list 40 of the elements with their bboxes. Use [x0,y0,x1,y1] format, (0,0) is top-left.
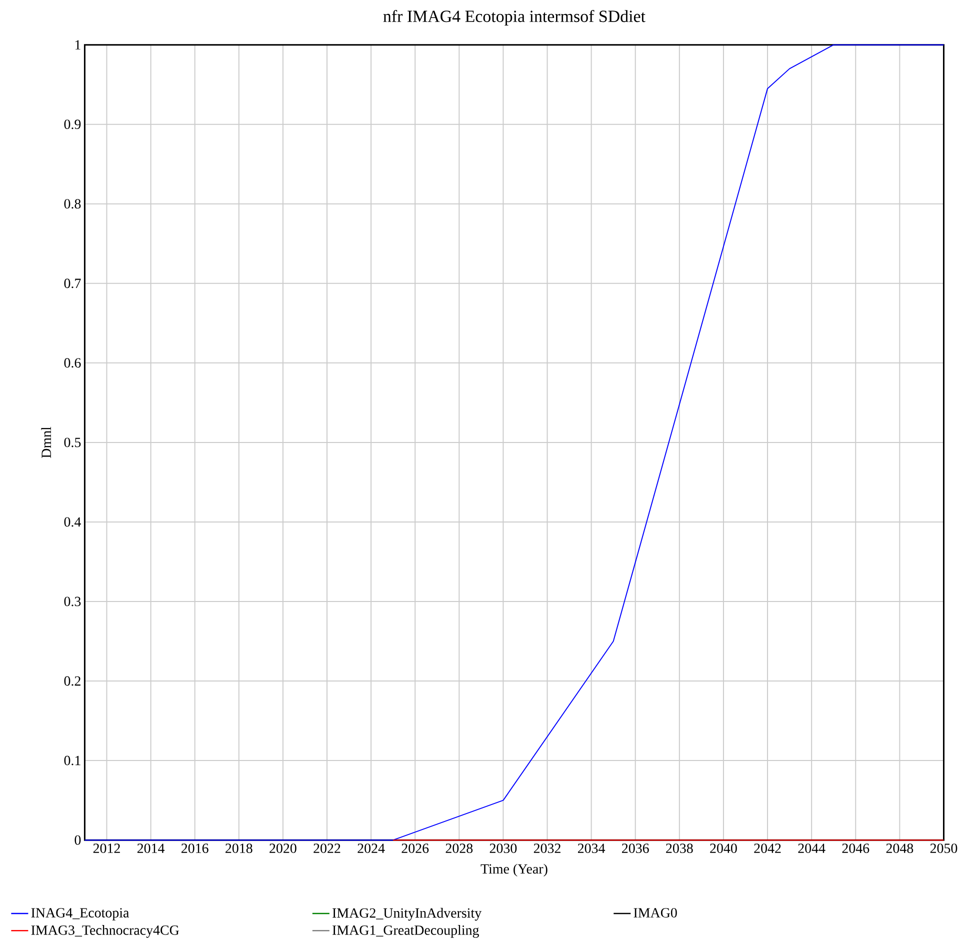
y-tick-label: 0.9 [64,120,81,130]
x-tick-label: 2024 [358,844,385,853]
legend-label: IMAG1_GreatDecoupling [332,924,479,938]
legend-label: IMAG2_UnityInAdversity [332,908,482,920]
y-tick-label: 0.5 [64,438,81,448]
x-tick-label: 2038 [666,844,693,853]
x-tick-label: 2020 [270,844,296,853]
x-tick-label: 2026 [402,844,429,853]
y-axis-title: Dmnl [41,426,51,458]
x-tick-label: 2042 [754,844,781,853]
x-tick-label: 2028 [446,844,473,853]
y-tick-label: 0.6 [64,358,81,368]
x-tick-label: 2044 [798,844,826,853]
x-axis-title: Time (Year) [480,864,548,876]
x-tick-label: 2048 [886,844,914,853]
chart-title: nfr IMAG4 Ecotopia intermsof SDdiet [383,10,646,26]
x-tick-label: 2030 [490,844,517,853]
y-tick-label: 0.7 [64,278,81,288]
x-tick-label: 2018 [226,844,252,853]
y-tick-label: 0.3 [64,596,81,606]
legend-label: INAG4_Ecotopia [31,908,130,920]
y-tick-label: 0.2 [64,676,80,686]
line-series [84,44,944,840]
x-tick-label: 2034 [578,844,606,853]
legend-label: IMAG0 [634,908,677,918]
x-tick-label: 2050 [930,844,958,853]
y-tick-label: 1 [75,40,80,50]
x-tick-label: 2036 [622,844,649,853]
x-tick-label: 2040 [710,844,737,853]
y-tick-label: 0.1 [64,756,80,766]
y-tick-label: 0 [74,835,81,845]
x-tick-label: 2012 [93,844,120,853]
y-tick-label: 0.8 [64,199,81,209]
x-tick-label: 2022 [314,844,340,853]
x-tick-label: 2032 [534,844,560,853]
x-tick-label: 2014 [137,844,165,853]
legend-label: IMAG3_Technocracy4CG [31,924,179,938]
x-tick-label: 2016 [182,844,208,853]
y-tick-label: 0.4 [64,517,81,527]
x-tick-label: 2046 [842,844,870,853]
